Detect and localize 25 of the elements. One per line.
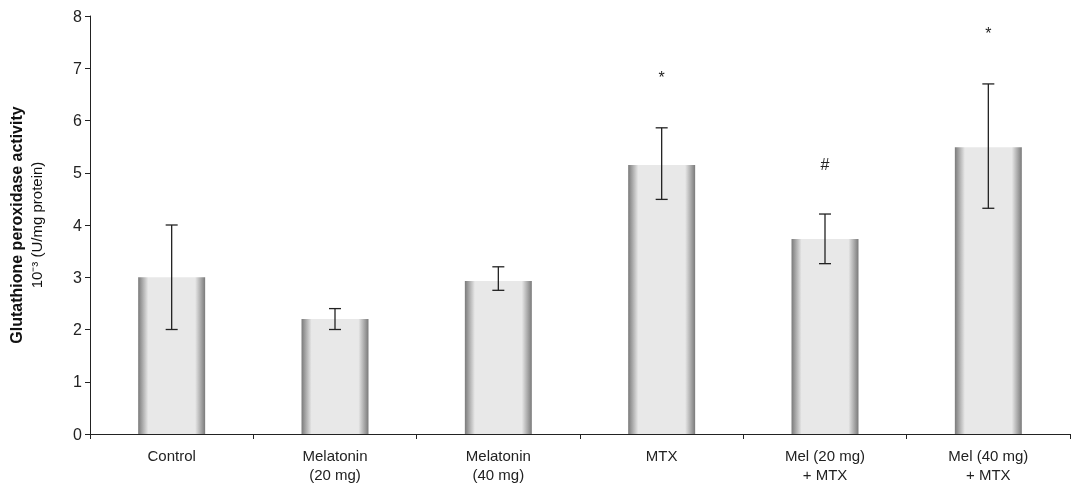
bar bbox=[138, 277, 206, 434]
y-tick-label: 8 bbox=[73, 7, 83, 25]
y-tick-label: 2 bbox=[73, 321, 83, 338]
y-tick-label: 0 bbox=[73, 425, 83, 443]
x-tick-label: Control bbox=[147, 447, 196, 464]
y-tick-label: 6 bbox=[73, 112, 83, 129]
annotation: # bbox=[820, 155, 830, 173]
x-tick-label: MTX bbox=[645, 447, 678, 464]
x-tick-label: Mel (20 mg) + MTX bbox=[784, 447, 866, 483]
y-tick-label: 3 bbox=[73, 268, 83, 286]
bar bbox=[954, 147, 1022, 434]
y-tick-label: 4 bbox=[73, 216, 83, 234]
bar bbox=[301, 319, 369, 434]
bar bbox=[464, 280, 532, 434]
x-tick-label: Melatonin (40 mg) bbox=[465, 447, 531, 483]
annotation: * bbox=[985, 25, 992, 43]
y-tick-label: 7 bbox=[73, 59, 83, 77]
annotation: * bbox=[658, 69, 665, 87]
y-axis-title: Glutathione peroxidase activity 10⁻³ (U/mg protein) bbox=[7, 106, 45, 344]
y-tick-label: 1 bbox=[73, 373, 83, 391]
y-tick-label: 5 bbox=[73, 164, 83, 182]
bar bbox=[791, 239, 859, 434]
x-tick-label: Melatonin (20 mg) bbox=[302, 447, 368, 483]
bar bbox=[628, 164, 696, 434]
x-tick-label: Mel (40 mg) + MTX bbox=[948, 447, 1029, 483]
